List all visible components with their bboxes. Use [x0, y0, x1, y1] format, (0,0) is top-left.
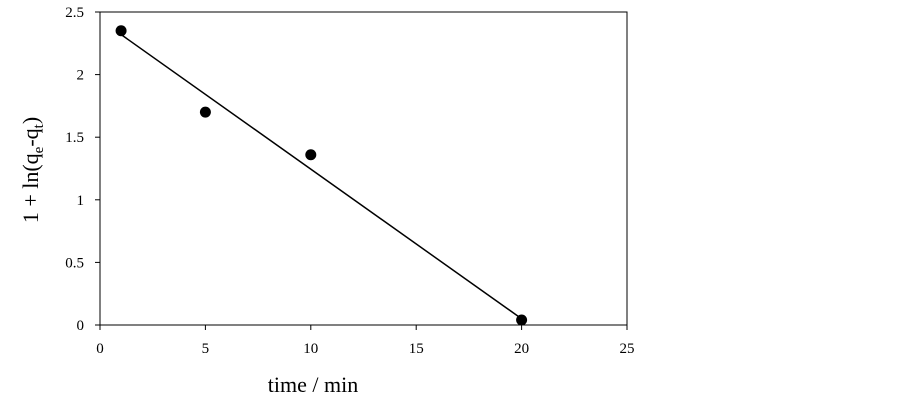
y-axis-title-sub: e: [31, 146, 47, 153]
x-tick-label: 15: [409, 341, 424, 357]
data-point: [516, 314, 528, 326]
data-point: [199, 106, 211, 118]
y-axis-title-part: -q: [18, 128, 43, 146]
x-tick-label: 10: [303, 341, 318, 357]
y-tick-label: 0: [77, 318, 85, 334]
y-axis-title: 1 + ln(qe-qt): [18, 117, 47, 223]
plot-frame: [99, 11, 628, 326]
x-tick-label: 25: [620, 341, 635, 357]
y-tick-label: 0.5: [65, 255, 84, 271]
data-point: [115, 25, 127, 37]
x-tick-label: 20: [514, 341, 529, 357]
y-tick-label: 2: [77, 68, 85, 84]
x-axis-title: time / min: [268, 372, 358, 397]
data-point: [305, 149, 317, 161]
trendline: [120, 33, 523, 320]
y-tick-label: 2.5: [65, 5, 84, 21]
y-tick-label: 1.5: [65, 130, 84, 146]
y-axis-title-part: ): [18, 117, 43, 124]
y-tick-label: 1: [77, 193, 85, 209]
y-axis-title-part: 1 + ln(q: [18, 153, 43, 223]
x-tick-label: 0: [96, 341, 104, 357]
y-axis-title-sub: t: [31, 123, 47, 128]
x-tick-label: 5: [202, 341, 210, 357]
